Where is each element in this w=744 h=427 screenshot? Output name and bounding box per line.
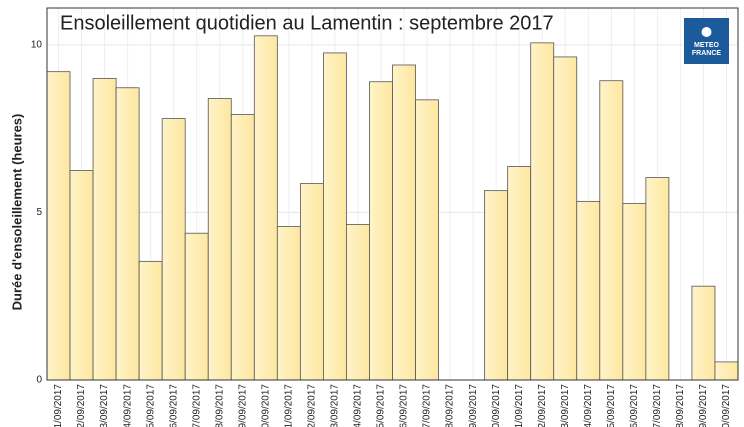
bar xyxy=(322,52,347,381)
bar xyxy=(415,99,439,381)
x-tick-label: 5/09/2017 xyxy=(376,384,387,427)
bar xyxy=(507,166,532,381)
x-tick-label: 1/09/2017 xyxy=(53,384,64,427)
x-tick-label: 9/09/2017 xyxy=(698,384,709,427)
x-tick-label: 4/09/2017 xyxy=(353,384,364,427)
y-axis-label: Durée d'ensoleillement (heures) xyxy=(9,114,24,311)
x-tick-label: 7/09/2017 xyxy=(191,384,202,427)
x-tick-label: 8/09/2017 xyxy=(445,384,456,427)
x-tick-label: 9/09/2017 xyxy=(237,384,248,427)
bar xyxy=(369,81,393,381)
plot-border xyxy=(46,7,739,381)
x-tick-label: 8/09/2017 xyxy=(214,384,225,427)
x-tick-label: 3/09/2017 xyxy=(99,384,110,427)
y-tick-label: 5 xyxy=(36,207,42,218)
x-tick-label: 2/09/2017 xyxy=(76,384,87,427)
x-tick-label: 3/09/2017 xyxy=(560,384,571,427)
bar xyxy=(138,260,163,381)
x-tick-label: 4/09/2017 xyxy=(122,384,133,427)
x-tick-label: 3/09/2017 xyxy=(330,384,341,427)
bar xyxy=(276,226,301,381)
x-tick-label: 1/09/2017 xyxy=(283,384,294,427)
x-tick-label: 7/09/2017 xyxy=(422,384,433,427)
bar xyxy=(115,87,140,381)
x-tick-label: 5/09/2017 xyxy=(606,384,617,427)
bar xyxy=(645,177,670,381)
x-tick-label: 6/09/2017 xyxy=(629,384,640,427)
bar xyxy=(69,170,94,381)
x-tick-label: 9/09/2017 xyxy=(468,384,479,427)
x-tick-label: 8/09/2017 xyxy=(675,384,686,427)
logo-text: FRANCE xyxy=(692,50,721,57)
bar xyxy=(392,64,416,381)
bar xyxy=(346,224,370,381)
logo xyxy=(684,18,729,64)
x-tick-label: 6/09/2017 xyxy=(399,384,410,427)
chart-title: Ensoleillement quotidien au Lamentin : s… xyxy=(60,12,554,34)
bar xyxy=(299,183,324,381)
bar xyxy=(253,35,278,381)
bar xyxy=(714,361,739,381)
x-tick-label: 5/09/2017 xyxy=(145,384,156,427)
bar xyxy=(92,77,117,381)
logo-text: METEO xyxy=(694,42,719,49)
bar xyxy=(576,200,601,381)
x-tick-label: 7/09/2017 xyxy=(652,384,663,427)
x-tick-label: 1/09/2017 xyxy=(514,384,525,427)
bar xyxy=(184,232,209,381)
bar xyxy=(46,71,71,381)
y-tick-label: 10 xyxy=(31,40,43,51)
x-tick-label: 0/09/2017 xyxy=(260,384,271,427)
x-tick-label: 6/09/2017 xyxy=(168,384,179,427)
bar xyxy=(161,118,186,381)
bar xyxy=(599,80,624,381)
logo-icon xyxy=(701,27,712,37)
x-tick-label: 2/09/2017 xyxy=(307,384,318,427)
bar xyxy=(230,114,255,381)
y-tick-label: 0 xyxy=(36,375,42,386)
bar xyxy=(553,56,578,381)
bar xyxy=(691,285,716,381)
bar xyxy=(622,202,647,381)
x-tick-label: 0/09/2017 xyxy=(721,384,732,427)
bar xyxy=(207,98,232,381)
x-tick-label: 4/09/2017 xyxy=(583,384,594,427)
bar xyxy=(484,190,509,381)
x-tick-label: 2/09/2017 xyxy=(537,384,548,427)
x-tick-label: 0/09/2017 xyxy=(491,384,502,427)
bar xyxy=(530,42,555,381)
